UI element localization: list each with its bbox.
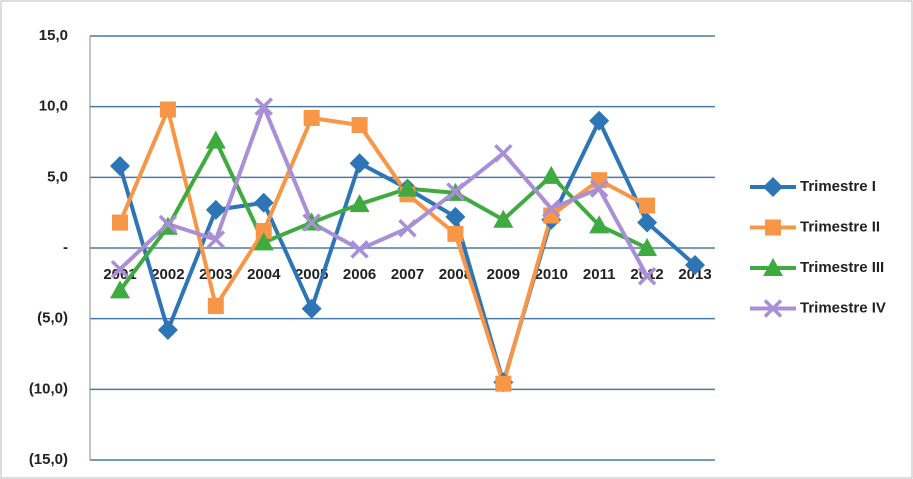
marker [447, 225, 464, 242]
marker [639, 197, 656, 214]
marker [110, 280, 130, 299]
legend-label: Trimestre III [800, 259, 884, 276]
marker [255, 223, 272, 240]
legend-label: Trimestre II [800, 218, 880, 235]
marker [350, 240, 369, 259]
marker [763, 177, 783, 197]
marker [589, 179, 609, 198]
x-tick-label: 2003 [199, 266, 232, 283]
marker [765, 219, 781, 236]
marker [159, 101, 176, 118]
marker [157, 319, 178, 340]
series-line [118, 104, 649, 278]
marker [398, 218, 417, 238]
marker [763, 258, 783, 276]
marker [302, 213, 321, 232]
marker [446, 182, 465, 201]
marker [205, 199, 226, 220]
marker [303, 109, 320, 126]
x-tick-label: 2002 [151, 266, 184, 283]
series-line [118, 138, 648, 292]
y-tick-label: 10,0 [39, 98, 68, 115]
marker [685, 254, 705, 275]
marker [589, 110, 610, 131]
y-tick-label: 15,0 [39, 27, 68, 44]
marker [445, 206, 466, 227]
marker [541, 165, 562, 184]
x-tick-label: 2006 [343, 266, 376, 283]
marker [253, 232, 274, 251]
x-tick-label: 2004 [247, 266, 281, 283]
marker [110, 156, 130, 177]
marker [112, 214, 128, 231]
marker [637, 238, 658, 256]
marker [349, 153, 370, 174]
marker [763, 299, 783, 318]
marker [158, 214, 178, 234]
marker [254, 97, 273, 116]
y-tick-label: - [63, 239, 68, 256]
marker [591, 172, 608, 189]
marker [637, 212, 658, 233]
marker [110, 259, 130, 279]
x-tick-label: 2007 [391, 266, 424, 283]
y-tick-label: (15,0) [29, 451, 68, 468]
x-tick-label: 2009 [487, 266, 520, 283]
marker [495, 375, 512, 392]
y-tick-label: (5,0) [37, 310, 68, 327]
marker [494, 144, 513, 163]
legend-label: Trimestre IV [800, 299, 886, 316]
marker [206, 230, 226, 249]
y-tick-label: (10,0) [29, 380, 68, 397]
marker [205, 130, 226, 149]
marker [351, 117, 368, 134]
marker [542, 199, 561, 218]
marker [493, 209, 514, 228]
marker [253, 192, 274, 213]
x-tick-label: 2008 [439, 266, 472, 283]
x-tick-label: 2011 [583, 266, 616, 283]
marker [207, 297, 224, 314]
marker [397, 178, 418, 197]
marker [637, 267, 657, 286]
y-tick-label: 5,0 [47, 168, 68, 185]
marker [589, 215, 610, 234]
marker [301, 298, 322, 319]
x-tick-label: 2010 [535, 266, 568, 283]
marker [349, 194, 370, 213]
legend-label: Trimestre I [800, 178, 876, 195]
